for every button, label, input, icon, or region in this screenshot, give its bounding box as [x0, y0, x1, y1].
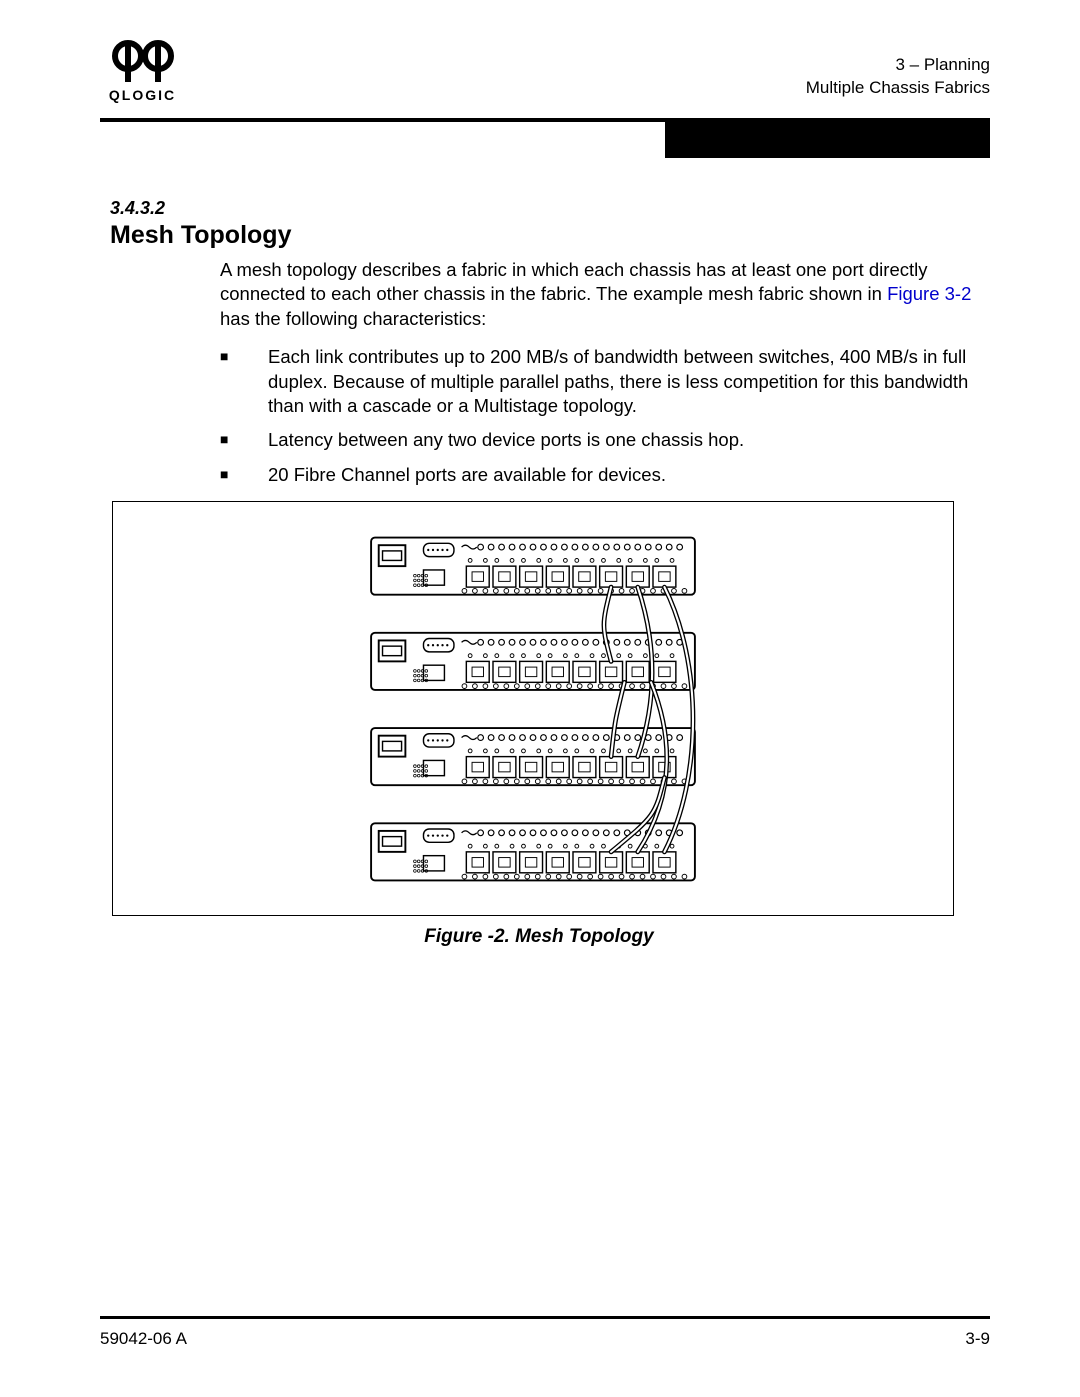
footer-doc-id: 59042-06 A: [100, 1329, 187, 1349]
list-item: ■ Latency between any two device ports i…: [220, 428, 990, 452]
intro-post: has the following characteristics:: [220, 308, 486, 329]
figure-box: [112, 501, 954, 916]
mesh-topology-diagram: [268, 509, 798, 909]
intro-paragraph: A mesh topology describes a fabric in wh…: [220, 258, 990, 331]
bullet-icon: ■: [220, 463, 268, 487]
header-right: 3 – Planning Multiple Chassis Fabrics: [806, 54, 990, 100]
logo: QLOGIC: [100, 40, 185, 103]
bullet-icon: ■: [220, 345, 268, 418]
footer-rule: [100, 1316, 990, 1319]
bullet-text: Each link contributes up to 200 MB/s of …: [268, 345, 990, 418]
page-header: QLOGIC 3 – Planning Multiple Chassis Fab…: [100, 40, 990, 130]
page-footer: 59042-06 A 3-9: [100, 1316, 990, 1349]
header-section: Multiple Chassis Fabrics: [806, 77, 990, 100]
bullet-text: 20 Fibre Channel ports are available for…: [268, 463, 990, 487]
footer-row: 59042-06 A 3-9: [100, 1329, 990, 1349]
bullet-list: ■ Each link contributes up to 200 MB/s o…: [220, 345, 990, 487]
figure-link[interactable]: Figure 3-2: [887, 283, 971, 304]
figure-caption: Figure -2. Mesh Topology: [112, 926, 966, 948]
logo-mark: [108, 40, 178, 85]
header-chapter: 3 – Planning: [806, 54, 990, 77]
footer-page-num: 3-9: [965, 1329, 990, 1349]
section-number: 3.4.3.2: [110, 198, 990, 219]
bullet-text: Latency between any two device ports is …: [268, 428, 990, 452]
page: QLOGIC 3 – Planning Multiple Chassis Fab…: [0, 0, 1080, 1397]
header-blackbar: [665, 118, 990, 158]
list-item: ■ Each link contributes up to 200 MB/s o…: [220, 345, 990, 418]
logo-text: QLOGIC: [100, 87, 185, 103]
list-item: ■ 20 Fibre Channel ports are available f…: [220, 463, 990, 487]
bullet-icon: ■: [220, 428, 268, 452]
content: 3.4.3.2 Mesh Topology A mesh topology de…: [100, 198, 990, 948]
intro-pre: A mesh topology describes a fabric in wh…: [220, 259, 927, 304]
section-title: Mesh Topology: [110, 221, 990, 250]
